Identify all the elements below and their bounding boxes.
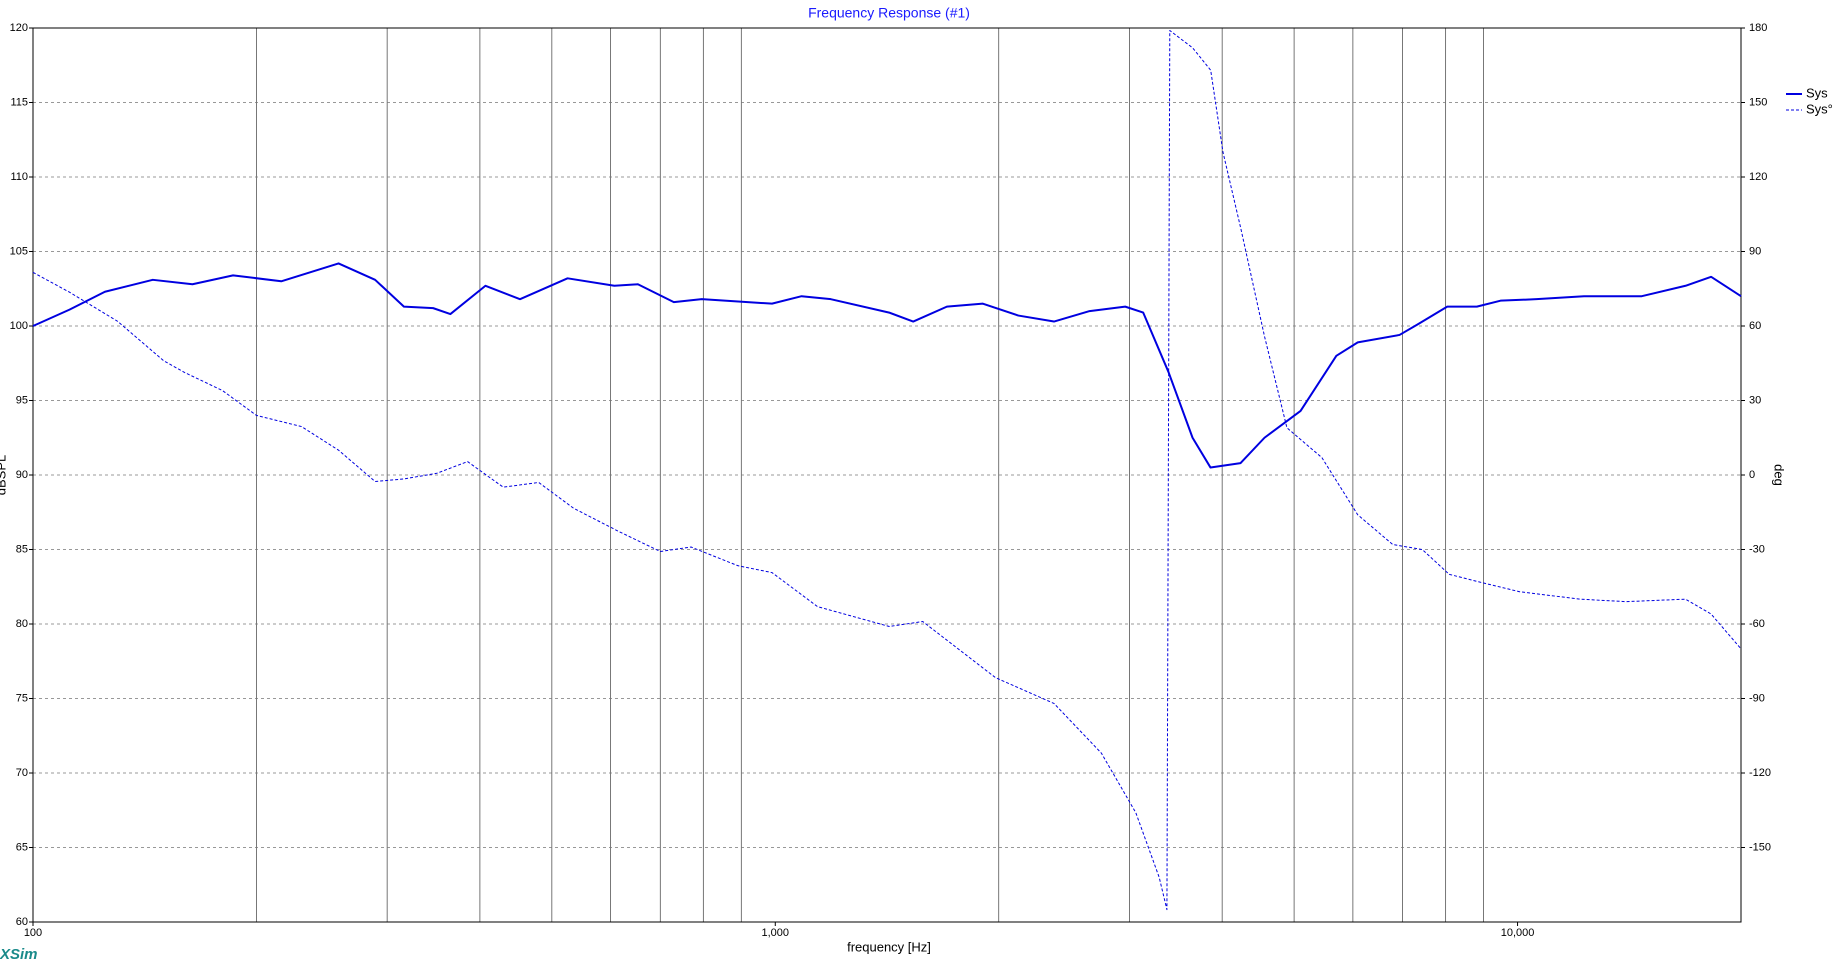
y-tick-label: 120 [10,22,28,34]
y2-axis-label: deg [1772,464,1787,486]
y2-tick-label: 180 [1749,22,1767,34]
y-tick-label: 90 [16,469,28,481]
y-tick-label: 100 [10,320,28,332]
y2-tick-label: 30 [1749,394,1761,406]
y2-tick-label: -30 [1749,543,1765,555]
y2-tick-label: 0 [1749,469,1755,481]
y2-tick-label: -60 [1749,618,1765,630]
y-tick-label: 115 [10,96,28,108]
y-tick-label: 80 [16,618,28,630]
y-tick-label: 95 [16,394,28,406]
y2-tick-label: -90 [1749,692,1765,704]
plot-frame [32,27,1742,923]
y2-tick-label: 120 [1749,171,1767,183]
y2-tick-label: 150 [1749,96,1767,108]
y-tick-label: 110 [10,171,28,183]
y-tick-label: 105 [10,245,28,257]
series-line [32,29,1742,911]
y-tick-label: 75 [16,692,28,704]
y-axis-label: dBSPL [0,455,8,495]
x-axis-label: frequency [Hz] [847,939,931,954]
legend-label: Sys° [1806,101,1833,116]
chart-title: Frequency Response (#1) [808,5,970,21]
y2-tick-label: -120 [1749,767,1771,779]
y-tick-label: 60 [16,916,28,928]
x-tick-label: 1,000 [762,927,790,939]
x-tick-label: 100 [24,927,42,939]
y2-tick-label: -150 [1749,841,1771,853]
legend-label: Sys [1806,85,1828,100]
y2-tick-label: 60 [1749,320,1761,332]
y-tick-label: 65 [16,841,28,853]
y-tick-label: 70 [16,767,28,779]
series-line [32,262,1742,469]
watermark: XSim [0,946,38,963]
y-tick-label: 85 [16,543,28,555]
x-tick-label: 10,000 [1501,927,1535,939]
y2-tick-label: 90 [1749,245,1761,257]
